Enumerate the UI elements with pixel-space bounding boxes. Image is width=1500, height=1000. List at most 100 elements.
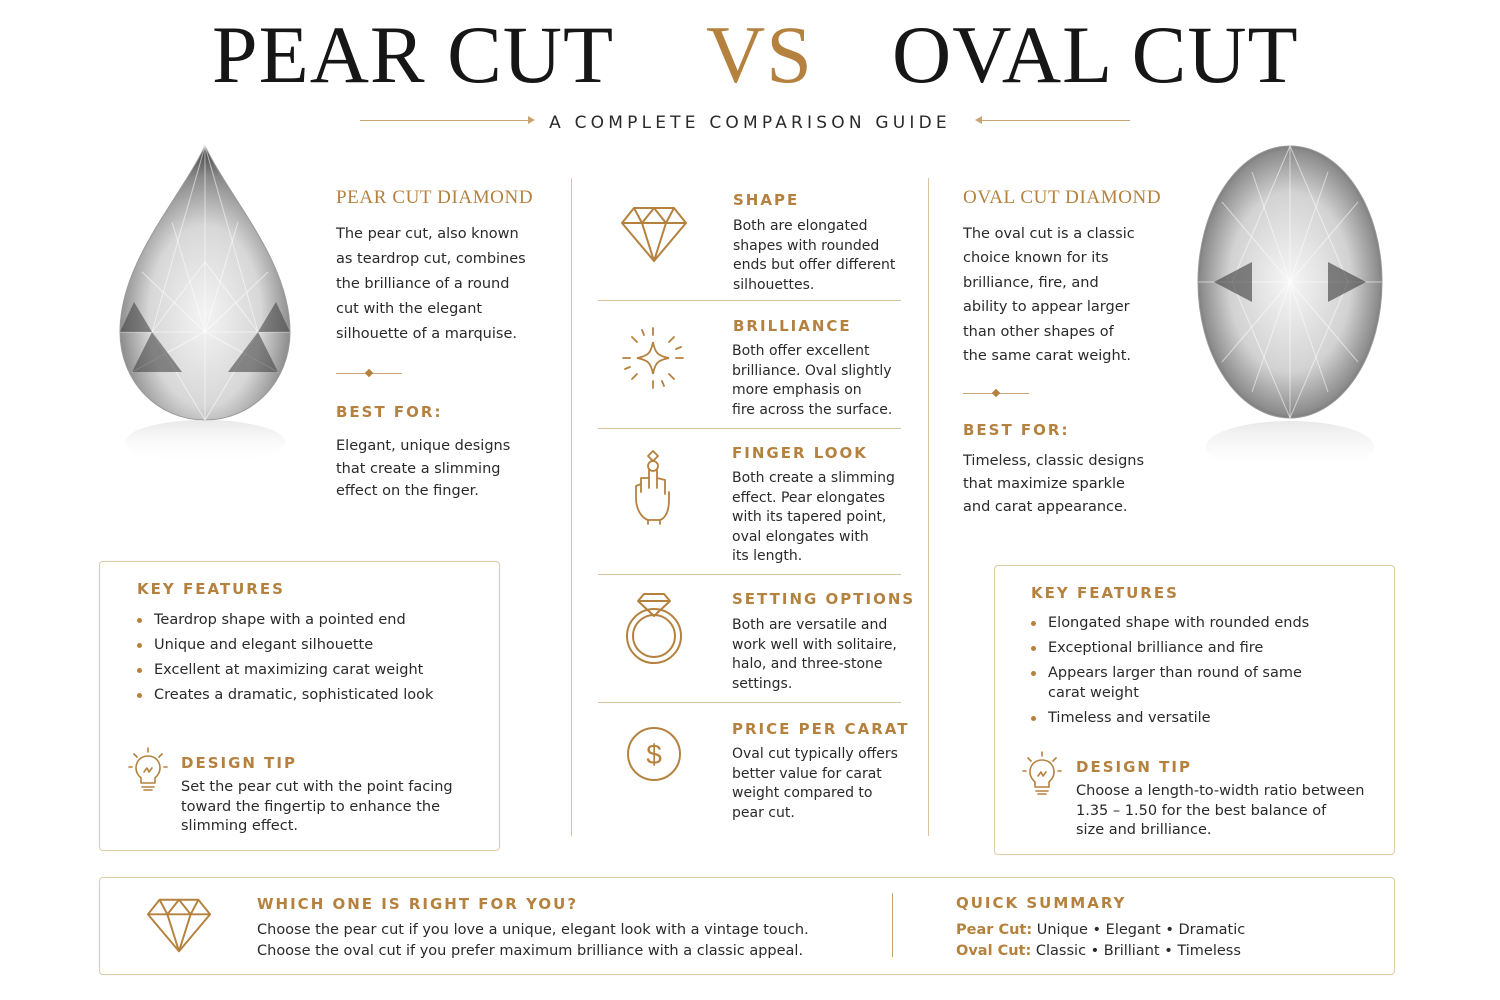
oval-diamond-image (1197, 144, 1383, 473)
oval-best-for-line: that maximize sparkle (963, 476, 1125, 492)
brilliance-text: Both offer excellent brilliance. Oval sl… (732, 342, 892, 420)
oval-description: The oval cut is a classic choice known f… (963, 222, 1135, 368)
setting-options-text-line: halo, and three-stone (732, 656, 883, 672)
subtitle-arrow-right (975, 116, 982, 124)
lightbulb-icon (1022, 751, 1062, 795)
recommendation-line: Choose the pear cut if you love a unique… (257, 922, 809, 938)
pear-key-features-box (99, 561, 500, 851)
pear-description-line: The pear cut, also known (336, 226, 519, 242)
pear-features-list: Teardrop shape with a pointed end Unique… (135, 611, 485, 711)
brilliance-text-line: brilliance. Oval slightly (732, 362, 892, 379)
finger-look-text-line: its length. (732, 548, 803, 564)
oval-description-line: brilliance, fire, and (963, 274, 1099, 291)
sparkle-icon (622, 327, 684, 389)
list-item: Teardrop shape with a pointed end (135, 611, 485, 631)
list-item: Timeless and versatile (1029, 709, 1329, 729)
oval-divider-dot (991, 388, 1001, 398)
pear-key-features-label: KEY FEATURES (137, 580, 285, 598)
pear-divider-dot (364, 368, 374, 378)
list-item: Unique and elegant silhouette (135, 636, 485, 656)
setting-options-text-line: settings. (732, 675, 793, 692)
pear-description-line: silhouette of a marquise. (336, 326, 517, 342)
summary-divider (892, 893, 893, 957)
shape-text-line: silhouettes. (733, 276, 815, 293)
setting-options-text: Both are versatile and work well with so… (732, 616, 897, 694)
brilliance-text-line: Both offer excellent (732, 343, 870, 359)
setting-options-text-line: Both are versatile and (732, 617, 888, 633)
pear-description-line: cut with the elegant (336, 301, 483, 317)
pear-best-for-line: Elegant, unique designs (336, 438, 511, 454)
finger-look-title: FINGER LOOK (732, 444, 868, 462)
brilliance-title: BRILLIANCE (733, 317, 852, 335)
pear-description-line: the brilliance of a round (336, 276, 510, 292)
brilliance-text-line: fire across the surface. (732, 401, 893, 418)
oval-design-tip-text: Choose a length-to-width ratio between 1… (1076, 782, 1364, 841)
recommendation-text: Choose the pear cut if you love a unique… (257, 920, 809, 961)
pear-description-line: as teardrop cut, combines (336, 251, 526, 267)
pear-summary-row: Pear Cut: Unique • Elegant • Dramatic (956, 920, 1245, 941)
oval-tip-line: 1.35 – 1.50 for the best balance of (1076, 802, 1327, 819)
oval-description-line: ability to appear larger (963, 299, 1130, 316)
oval-description-line: the same carat weight. (963, 348, 1131, 365)
setting-options-title: SETTING OPTIONS (732, 590, 916, 608)
oval-summary-value: Classic • Brilliant • Timeless (1035, 943, 1241, 959)
center-divider-right (928, 178, 929, 836)
svg-text:$: $ (646, 739, 662, 770)
oval-best-for-text: Timeless, classic designs that maximize … (963, 450, 1144, 519)
oval-best-for-line: Timeless, classic designs (963, 453, 1145, 469)
ring-icon (626, 593, 682, 664)
list-item: Exceptional brilliance and fire (1029, 639, 1329, 659)
pear-design-tip-text: Set the pear cut with the point facing t… (181, 778, 453, 837)
pear-design-tip-label: DESIGN TIP (181, 754, 297, 772)
pear-summary-key: Pear Cut: (956, 922, 1033, 938)
price-per-carat-text: Oval cut typically offers better value f… (732, 745, 898, 823)
list-item: Appears larger than round of same carat … (1029, 664, 1329, 703)
oval-summary-key: Oval Cut: (956, 943, 1032, 959)
oval-cut-title: OVAL CUT (892, 9, 1299, 100)
list-item: Elongated shape with rounded ends (1029, 614, 1329, 634)
brilliance-text-line: more emphasis on (732, 382, 862, 398)
pear-best-for-text: Elegant, unique designs that create a sl… (336, 435, 510, 503)
pear-description: The pear cut, also known as teardrop cut… (336, 222, 566, 347)
price-per-carat-title: PRICE PER CARAT (732, 720, 910, 738)
center-separator (598, 702, 901, 703)
pear-tip-line: toward the fingertip to enhance the (181, 798, 441, 815)
pear-cut-title: PEAR CUT (212, 9, 615, 100)
finger-look-text-line: with its tapered point, (732, 509, 887, 525)
pear-diamond-image (119, 144, 291, 464)
oval-summary-row: Oval Cut: Classic • Brilliant • Timeless (956, 941, 1241, 962)
oval-tip-line: Choose a length-to-width ratio between (1076, 783, 1365, 799)
setting-options-text-line: work well with solitaire, (732, 636, 897, 653)
recommendation-box (99, 877, 1395, 975)
price-per-carat-text-line: Oval cut typically offers (732, 746, 898, 762)
oval-description-line: The oval cut is a classic (963, 226, 1135, 242)
center-separator (598, 300, 901, 301)
hand-icon (635, 450, 670, 525)
shape-title: SHAPE (733, 191, 800, 209)
list-item: Excellent at maximizing carat weight (135, 661, 485, 681)
diamond-icon (621, 207, 687, 262)
diamond-icon (146, 898, 212, 953)
subtitle: A COMPLETE COMPARISON GUIDE (549, 113, 951, 133)
subtitle-arrow-left (528, 116, 535, 124)
which-one-label: WHICH ONE IS RIGHT FOR YOU? (257, 895, 579, 913)
finger-look-text-line: effect. Pear elongates (732, 489, 886, 506)
price-per-carat-text-line: pear cut. (732, 804, 795, 821)
center-divider-left (571, 178, 572, 836)
oval-best-for-label: BEST FOR: (963, 421, 1070, 439)
pear-best-for-label: BEST FOR: (336, 403, 443, 421)
shape-text-line: ends but offer different (733, 257, 896, 273)
recommendation-line: Choose the oval cut if you prefer maximu… (257, 942, 804, 959)
oval-tip-line: size and brilliance. (1076, 822, 1212, 838)
oval-best-for-line: and carat appearance. (963, 499, 1128, 515)
quick-summary-label: QUICK SUMMARY (956, 894, 1127, 912)
pear-tip-line: slimming effect. (181, 818, 298, 834)
shape-text-line: Both are elongated (733, 218, 868, 234)
oval-key-features-box (994, 565, 1395, 855)
oval-description-line: choice known for its (963, 250, 1109, 267)
oval-heading: OVAL CUT DIAMOND (963, 187, 1162, 208)
finger-look-text-line: oval elongates with (732, 528, 869, 545)
list-item: Creates a dramatic, sophisticated look (135, 686, 485, 706)
center-separator (598, 428, 901, 429)
price-per-carat-text-line: better value for carat (732, 765, 882, 782)
